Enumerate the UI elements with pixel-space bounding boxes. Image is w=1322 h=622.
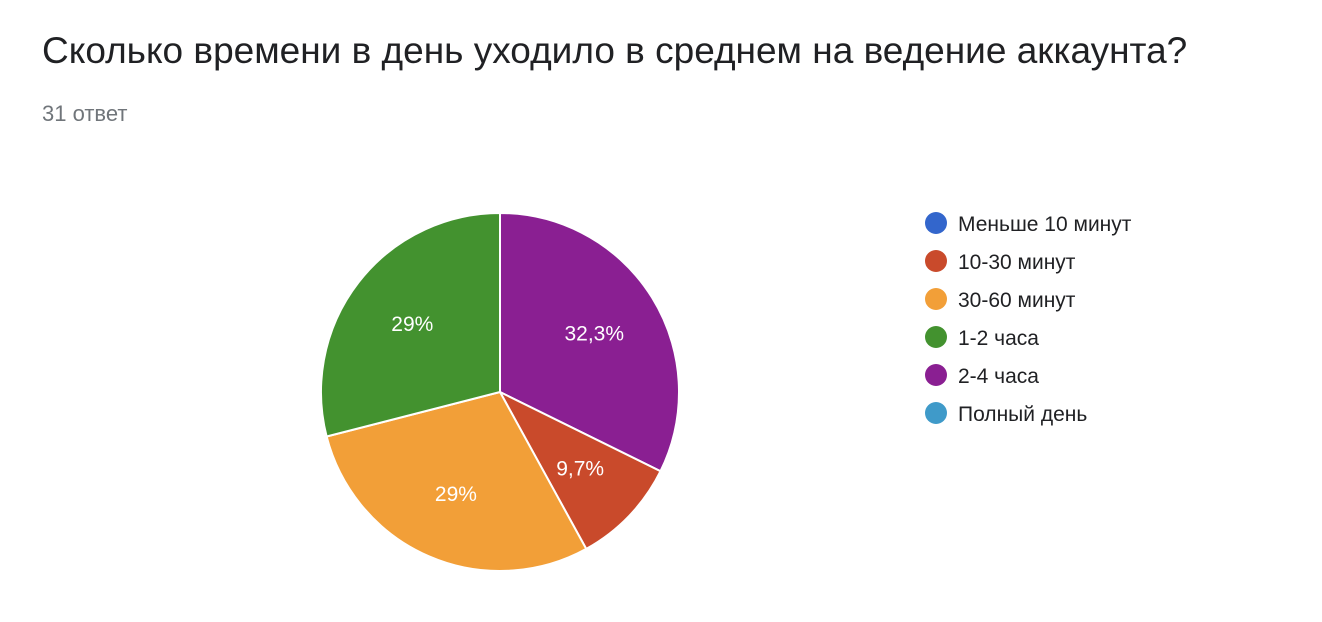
legend-item-1: 10-30 минут [925, 250, 1076, 274]
slice-1 [497, 389, 662, 551]
legend-item-5: Полный день [925, 402, 1087, 426]
legend-swatch-4 [925, 364, 947, 386]
legend-item-3: 1-2 часа [925, 326, 1039, 350]
legend-swatch-5 [925, 402, 947, 424]
legend-label-5: Полный день [958, 403, 1087, 426]
legend-label-0: Меньше 10 минут [958, 213, 1132, 236]
slice-3 [320, 211, 501, 438]
response-count: 31 ответ [42, 101, 128, 126]
legend-swatch-2 [925, 288, 947, 310]
legend-item-0: Меньше 10 минут [925, 212, 1132, 236]
legend-swatch-0 [925, 212, 947, 234]
legend-swatch-3 [925, 326, 947, 348]
pie-slices [320, 211, 680, 572]
legend-label-2: 30-60 минут [958, 289, 1076, 312]
slice-label-4: 32,3% [564, 322, 624, 345]
question-title: Сколько времени в день уходило в среднем… [42, 30, 1188, 71]
slice-label-3: 29% [391, 313, 433, 336]
legend-swatch-1 [925, 250, 947, 272]
slice-2 [325, 390, 588, 572]
slice-4 [499, 211, 680, 473]
pie-slice-labels: 32,3% 9,7% 29% 29% [391, 313, 624, 506]
legend-label-1: 10-30 минут [958, 251, 1076, 274]
slice-label-2: 29% [435, 483, 477, 506]
legend-label-4: 2-4 часа [958, 365, 1039, 388]
legend-label-3: 1-2 часа [958, 327, 1039, 350]
slice-label-1: 9,7% [556, 458, 604, 481]
legend-item-4: 2-4 часа [925, 364, 1039, 388]
chart-legend: Меньше 10 минут 10-30 минут 30-60 минут 1-2… [925, 212, 1132, 426]
legend-item-2: 30-60 минут [925, 288, 1076, 312]
